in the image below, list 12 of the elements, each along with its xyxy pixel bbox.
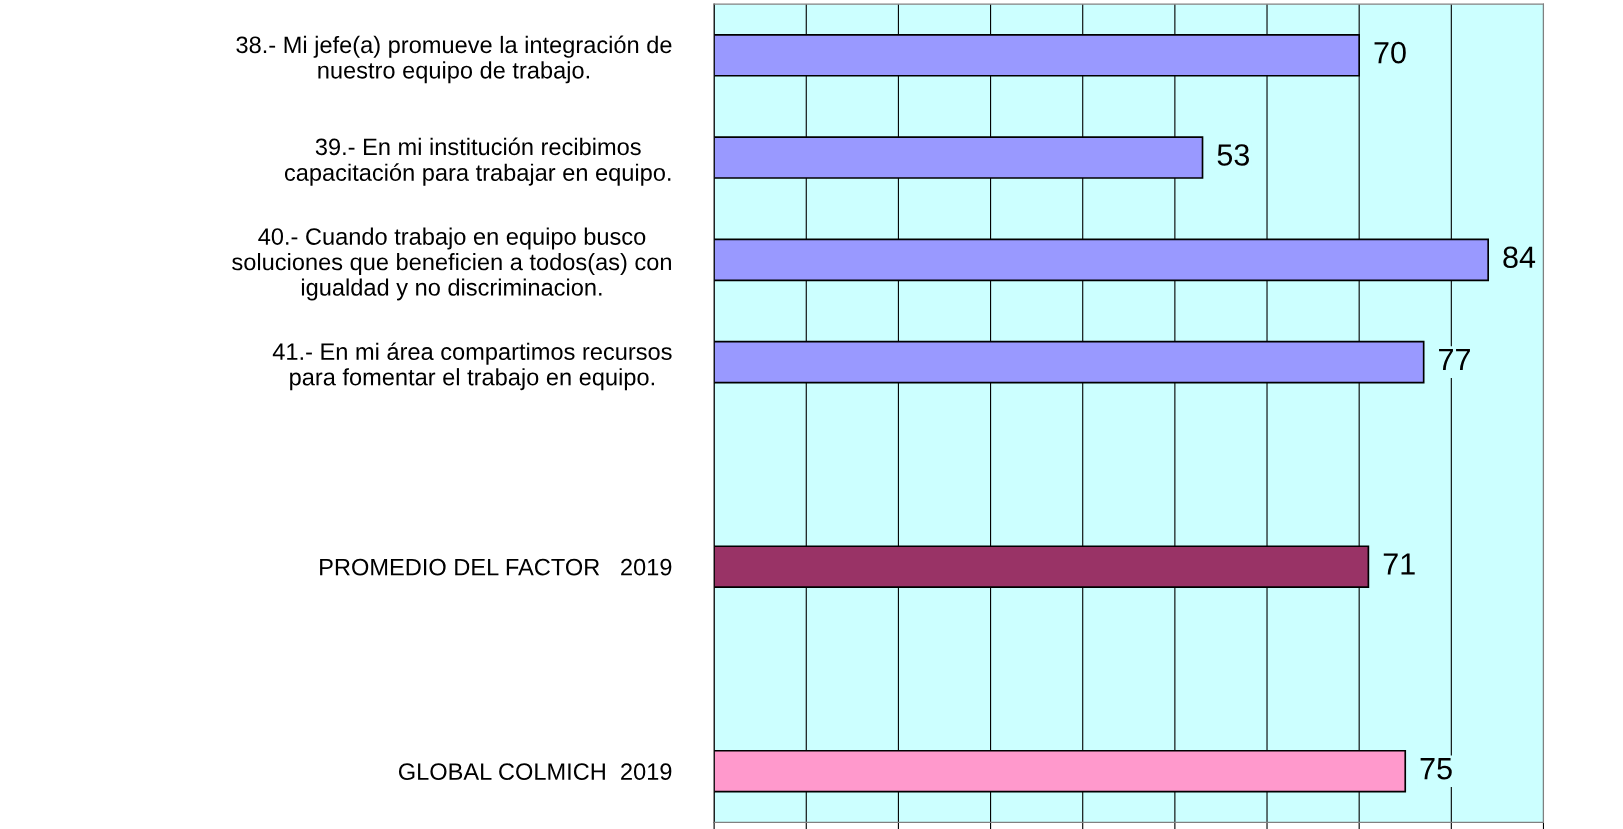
y-tick-label: PROMEDIO DEL FACTOR 2019 [320, 558, 672, 576]
data-label: 53 [1217, 144, 1249, 166]
y-tick-label: 39.- En mi institución recibimos capacitación para trabajar en equipo. [284, 137, 671, 186]
data-label: 75 [1420, 758, 1452, 780]
data-label: 77 [1439, 349, 1470, 371]
y-tick-label: GLOBAL COLMICH 2019 [398, 763, 672, 781]
data-label: 84 [1503, 246, 1536, 269]
data-label: 71 [1383, 553, 1415, 575]
y-tick-label: 41.- En mi área compartimos recursos para fomentar el trabajo en equipo. [272, 342, 672, 391]
y-tick-label: 38.- Mi jefe(a) promueve la integración de nuestro equipo de trabajo. [236, 35, 672, 84]
data-label: 70 [1374, 41, 1406, 64]
y-tick-label: 40.- Cuando trabajo en equipo busco soluciones que beneficien a todos(as) con igualdad y no discriminacion. [232, 227, 671, 301]
